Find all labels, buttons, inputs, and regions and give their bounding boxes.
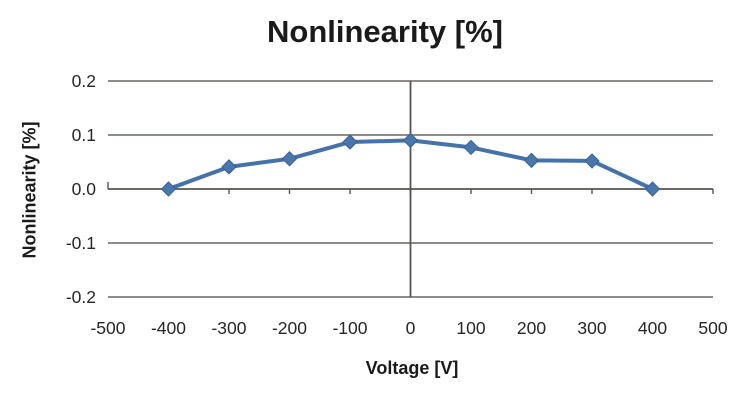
data-point-marker — [523, 152, 540, 169]
x-tick-label: -300 — [211, 318, 246, 338]
x-tick-label: -200 — [272, 318, 307, 338]
data-point-marker — [463, 139, 479, 156]
x-tick-label: 500 — [698, 318, 727, 338]
x-tick-label: 200 — [517, 318, 546, 338]
x-tick-label: 400 — [638, 318, 667, 338]
data-point-marker — [644, 181, 661, 197]
x-tick-label: 100 — [456, 318, 485, 338]
data-point-marker — [342, 134, 358, 150]
chart-title: Nonlinearity [%] — [267, 14, 503, 49]
x-tick-label: 0 — [406, 318, 416, 338]
x-axis-title: Voltage [V] — [365, 358, 459, 378]
x-tick-label: -400 — [151, 318, 186, 338]
x-tick-label: 300 — [577, 318, 606, 338]
y-tick-label: -0.1 — [66, 233, 96, 253]
y-axis-title: Nonlinearity [%] — [19, 121, 40, 259]
x-tick-label: -100 — [332, 318, 367, 338]
data-point-marker — [584, 153, 600, 169]
data-point-marker — [402, 132, 419, 149]
y-tick-label: 0.1 — [72, 125, 96, 145]
x-tick-label: -500 — [90, 318, 125, 338]
y-tick-label: -0.2 — [66, 287, 96, 307]
y-tick-label: 0.2 — [72, 71, 96, 91]
data-point-marker — [160, 181, 177, 197]
data-point-marker — [281, 151, 298, 167]
data-point-marker — [221, 159, 237, 175]
y-tick-label: 0.0 — [72, 179, 97, 199]
